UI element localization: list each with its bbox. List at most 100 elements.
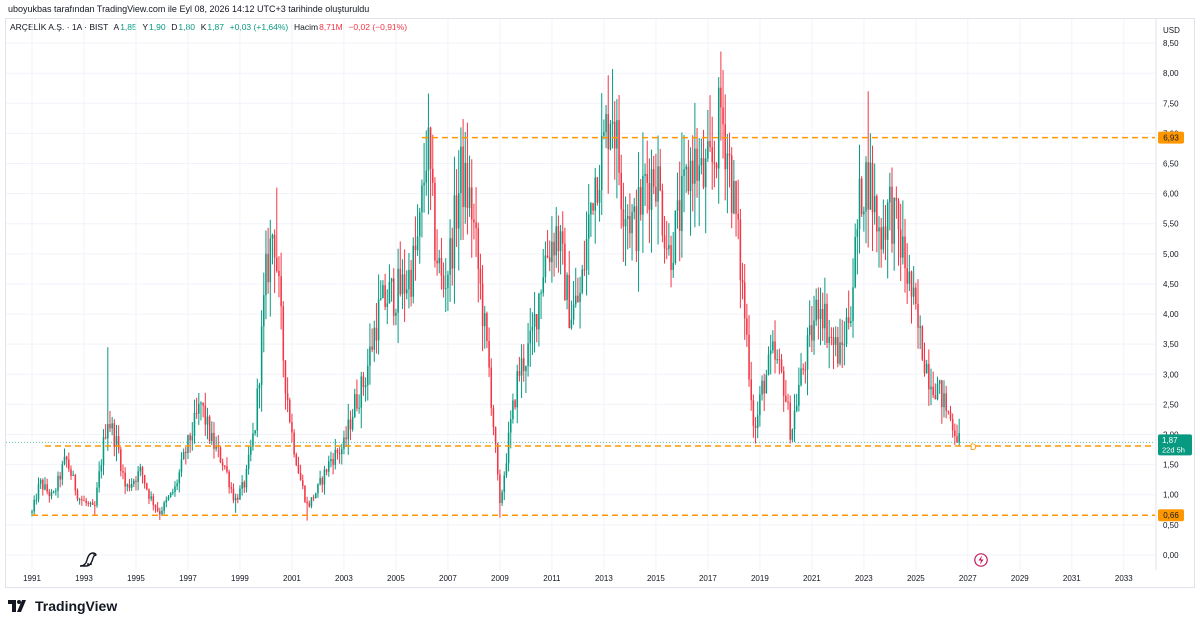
candle-body xyxy=(425,170,428,183)
candle-body xyxy=(68,459,70,470)
candle-body xyxy=(317,483,319,494)
candle xyxy=(317,483,319,498)
candle-body xyxy=(263,295,265,327)
candle-body xyxy=(280,276,282,307)
candle-body xyxy=(345,437,347,440)
candle-body xyxy=(871,162,874,213)
candle xyxy=(353,388,356,419)
candle-body xyxy=(954,430,956,437)
candle-body xyxy=(494,427,497,444)
candle xyxy=(949,405,952,422)
dino-icon[interactable] xyxy=(78,548,100,568)
candle xyxy=(289,397,291,424)
tradingview-brand[interactable]: TradingView xyxy=(8,598,117,614)
candle-body xyxy=(533,314,536,327)
last-price-label: 1,87 xyxy=(1162,436,1178,445)
chart-frame xyxy=(5,18,1195,588)
candle xyxy=(605,105,607,149)
candle xyxy=(410,259,412,307)
candle xyxy=(958,418,960,447)
candle-body xyxy=(412,245,415,297)
candle-body xyxy=(782,370,785,396)
y-tick-label: 4,50 xyxy=(1163,280,1179,289)
candle-body xyxy=(496,443,499,475)
candle-body xyxy=(111,423,113,429)
candle-body xyxy=(399,268,402,295)
candle xyxy=(319,470,321,486)
candle-body xyxy=(455,195,458,229)
x-tick-label: 2033 xyxy=(1115,574,1133,583)
candle-body xyxy=(581,269,584,293)
candle-body xyxy=(527,343,529,367)
candle-body xyxy=(765,374,768,394)
candle-body xyxy=(397,268,399,313)
candle xyxy=(486,311,488,349)
candle xyxy=(340,443,343,465)
candle-body xyxy=(566,274,568,300)
candle xyxy=(182,448,185,460)
candle-body xyxy=(516,371,519,408)
candle-body xyxy=(865,162,867,212)
candle-body xyxy=(55,490,57,492)
candle-body xyxy=(260,326,263,385)
candle-body xyxy=(704,158,707,188)
candle-body xyxy=(113,423,116,447)
candle-body xyxy=(325,469,328,472)
candle-body xyxy=(353,394,356,417)
candle xyxy=(683,134,685,213)
candle xyxy=(115,424,118,462)
event-flash-icon[interactable] xyxy=(974,553,988,567)
candle-body xyxy=(908,271,911,284)
candle xyxy=(468,155,471,217)
candle-body xyxy=(631,212,633,234)
candle-body xyxy=(774,341,776,360)
candle xyxy=(330,451,332,468)
candle-body xyxy=(728,153,731,156)
candle-body xyxy=(817,299,820,320)
candle xyxy=(943,380,945,418)
candle xyxy=(616,99,618,199)
candle xyxy=(165,496,168,508)
candle-body xyxy=(278,270,280,277)
candle xyxy=(488,327,490,378)
candle-body xyxy=(689,160,692,192)
candle-body xyxy=(444,288,447,290)
candle xyxy=(787,393,789,410)
candle-body xyxy=(133,480,135,485)
candle xyxy=(652,155,655,195)
currency-label[interactable]: USD xyxy=(1163,26,1180,35)
candle xyxy=(514,399,516,410)
candle-body xyxy=(646,173,649,183)
candle-body xyxy=(915,287,917,304)
candle-body xyxy=(96,487,98,506)
candle-body xyxy=(507,432,510,464)
candle-body xyxy=(551,241,553,263)
candle xyxy=(932,371,934,399)
candle xyxy=(325,468,328,476)
candle xyxy=(655,153,657,207)
candle xyxy=(613,101,616,180)
candle xyxy=(304,485,306,504)
candle xyxy=(70,465,72,480)
y-tick-label: 5,50 xyxy=(1163,220,1179,229)
x-tick-label: 2011 xyxy=(543,574,561,583)
candle-body xyxy=(293,432,295,455)
candle-body xyxy=(685,166,687,170)
candle-body xyxy=(44,484,46,490)
candle-body xyxy=(481,283,484,327)
legend-symbol[interactable]: ARÇELİK A.Ş. · 1A · BIST xyxy=(10,22,109,32)
candle-body xyxy=(657,166,659,202)
candle-body xyxy=(447,274,449,289)
candle xyxy=(102,429,105,476)
candle-body xyxy=(464,162,467,208)
candle xyxy=(453,156,456,304)
candle xyxy=(35,493,38,505)
y-tick-label: 2,50 xyxy=(1163,400,1179,409)
candle-body xyxy=(499,474,501,503)
candle xyxy=(113,419,116,457)
candle-body xyxy=(568,274,571,329)
candle xyxy=(780,354,783,374)
candle xyxy=(873,163,876,225)
candle-body xyxy=(57,475,59,491)
